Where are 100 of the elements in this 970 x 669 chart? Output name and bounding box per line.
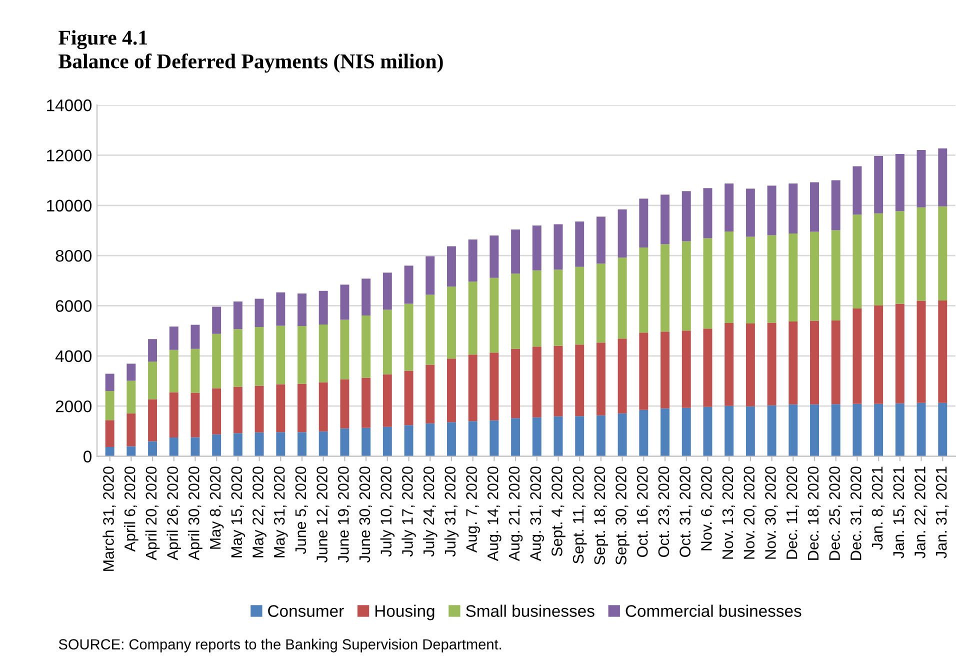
bar — [767, 405, 776, 456]
bar — [126, 380, 136, 414]
bar — [511, 418, 520, 456]
bar — [382, 310, 392, 374]
x-tick-label: Sept. 30, 2020 — [616, 466, 630, 565]
bar — [426, 423, 435, 456]
bar — [596, 342, 606, 416]
bar — [874, 213, 884, 306]
bar — [895, 403, 904, 456]
bar — [788, 322, 798, 404]
bar — [618, 209, 627, 258]
bar — [682, 191, 691, 242]
x-tick-label: April 20, 2020 — [145, 466, 160, 560]
bar — [212, 306, 222, 334]
bar — [254, 298, 264, 328]
bar — [190, 324, 200, 349]
chart-title: Figure 4.1 — [58, 30, 148, 50]
bar — [660, 194, 670, 244]
bar — [340, 284, 350, 320]
bar — [746, 406, 755, 456]
bar — [233, 433, 242, 456]
bar — [639, 248, 648, 333]
bar — [126, 364, 136, 381]
bar — [639, 410, 648, 456]
bar — [318, 290, 328, 325]
bar — [618, 413, 627, 456]
bar — [938, 300, 948, 403]
bar — [169, 392, 178, 438]
bar — [318, 324, 328, 382]
bar — [190, 437, 200, 456]
bar — [276, 326, 286, 384]
bar — [703, 238, 712, 329]
bar — [596, 415, 606, 456]
x-tick-label: June 19, 2020 — [338, 466, 351, 563]
bar — [298, 432, 306, 456]
bar — [682, 408, 691, 456]
legend-label: Small businesses — [466, 604, 594, 617]
bar — [682, 241, 691, 331]
bar — [724, 231, 734, 324]
x-tick-label: Aug. 14, 2020 — [487, 466, 502, 562]
bar — [190, 392, 200, 438]
bar — [447, 422, 456, 456]
x-tick-label: Jan. 31, 2021 — [936, 466, 949, 558]
bar — [916, 300, 926, 403]
x-tick-label: July 17, 2020 — [402, 466, 416, 557]
x-tick-label: Nov. 30, 2020 — [765, 466, 778, 559]
bar — [874, 305, 884, 404]
bar — [618, 338, 627, 414]
bar — [703, 188, 712, 238]
bar — [895, 211, 904, 304]
x-tick-label: Dec. 18, 2020 — [808, 466, 820, 560]
bar — [575, 344, 584, 416]
x-tick-label: Sept. 11, 2020 — [572, 466, 587, 564]
bar — [703, 328, 712, 407]
bar — [190, 348, 200, 393]
bar — [340, 428, 350, 456]
bar — [404, 425, 414, 456]
bar — [831, 180, 840, 230]
x-tick-label: Dec. 11, 2020 — [786, 466, 800, 559]
x-tick-label: Aug. 7, 2020 — [466, 466, 480, 553]
x-tick-label: July 24, 2020 — [423, 466, 438, 557]
bar — [426, 256, 435, 295]
bar — [874, 404, 884, 456]
x-tick-label: April 6, 2020 — [124, 466, 138, 552]
x-tick-label: Nov. 13, 2020 — [722, 466, 735, 559]
bar — [852, 214, 862, 308]
x-tick-label: Oct. 23, 2020 — [658, 466, 671, 557]
bar — [532, 225, 542, 270]
source-note: SOURCE: Company reports to the Banking Supervision Department. — [58, 638, 502, 652]
x-tick-label: July 31, 2020 — [444, 466, 459, 557]
x-tick-label: May 31, 2020 — [274, 466, 288, 558]
bar — [426, 294, 435, 365]
x-tick-label: April 30, 2020 — [188, 466, 202, 560]
bar — [639, 332, 648, 410]
bar — [724, 323, 734, 406]
bar — [895, 304, 904, 404]
bar — [212, 334, 222, 388]
y-tick-label: 14000 — [47, 99, 92, 112]
x-tick-label: Oct. 31, 2020 — [680, 466, 692, 557]
bar — [276, 292, 286, 326]
bar — [660, 244, 670, 332]
bar — [169, 326, 178, 350]
x-tick-label: May 15, 2020 — [231, 466, 246, 558]
bar — [276, 384, 286, 432]
bar — [852, 404, 862, 456]
bar — [148, 441, 158, 456]
bar — [874, 156, 884, 214]
bar — [105, 391, 114, 420]
bar — [254, 432, 264, 456]
bar — [575, 416, 584, 456]
bar — [212, 388, 222, 434]
x-tick-label: June 30, 2020 — [359, 466, 372, 563]
bar — [212, 434, 222, 456]
bar — [788, 233, 798, 322]
bar — [532, 346, 542, 418]
bar — [596, 264, 606, 343]
bar — [490, 352, 499, 420]
bar — [618, 258, 627, 339]
bar — [810, 320, 819, 404]
bar — [895, 154, 904, 212]
